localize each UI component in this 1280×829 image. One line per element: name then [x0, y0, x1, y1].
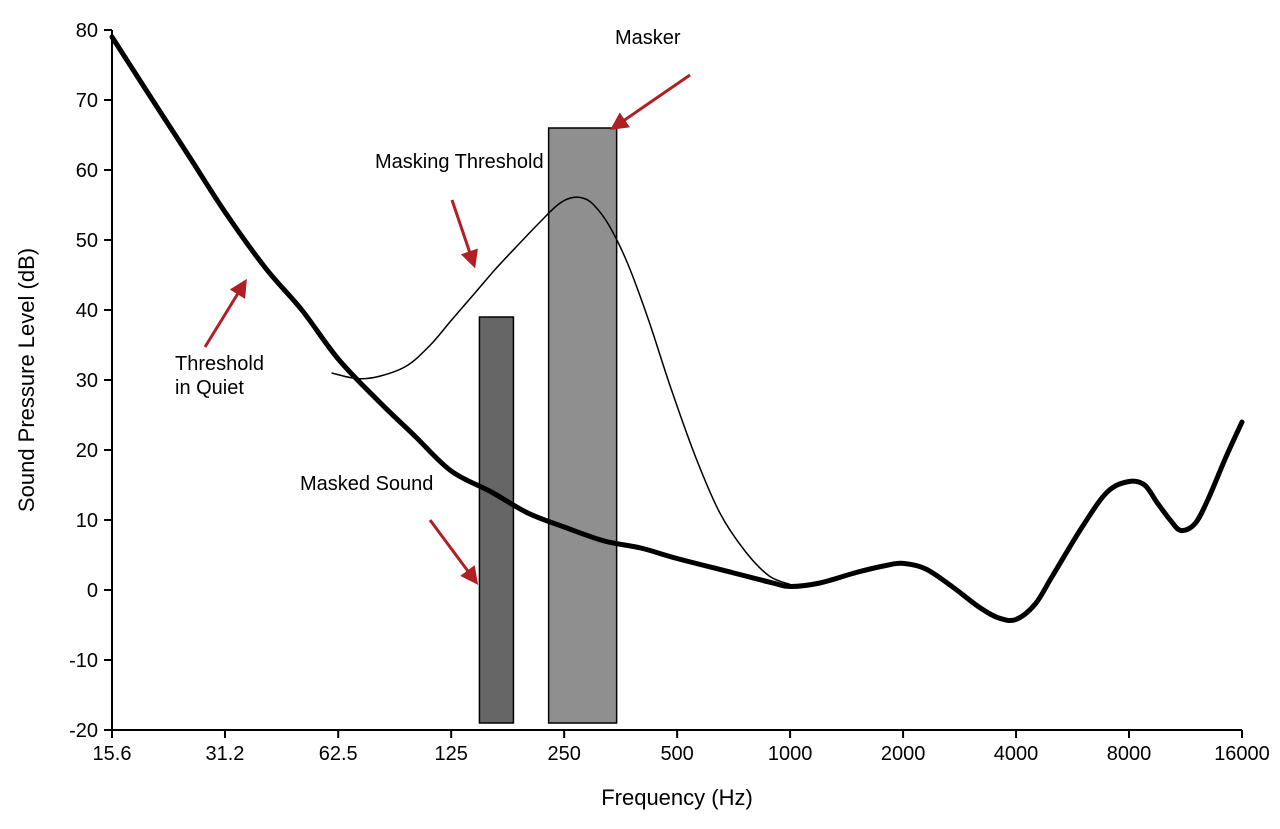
threshold_quiet_label: Threshold — [175, 353, 264, 375]
y-tick-label: 20 — [76, 440, 98, 462]
masker-bar — [549, 128, 617, 723]
x-tick-label: 250 — [547, 743, 580, 765]
x-tick-label: 2000 — [881, 743, 926, 765]
y-tick-label: 80 — [76, 20, 98, 42]
x-tick-label: 4000 — [994, 743, 1039, 765]
threshold-quiet-curve — [112, 37, 1242, 621]
y-tick-label: 30 — [76, 370, 98, 392]
threshold_quiet_label: in Quiet — [175, 377, 244, 399]
x-tick-label: 8000 — [1107, 743, 1152, 765]
masking_threshold_label: Masking Threshold — [375, 151, 544, 173]
x-tick-label: 500 — [660, 743, 693, 765]
x-tick-label: 125 — [434, 743, 467, 765]
masked_sound-bar — [479, 317, 513, 723]
y-tick-label: 50 — [76, 230, 98, 252]
masked_sound_label-arrow — [430, 520, 476, 582]
masker_label-arrow — [613, 75, 690, 128]
y-tick-label: 0 — [87, 580, 98, 602]
masking_threshold_label-arrow — [452, 200, 474, 265]
y-tick-label: 40 — [76, 300, 98, 322]
x-tick-label: 31.2 — [206, 743, 245, 765]
x-axis-label: Frequency (Hz) — [601, 785, 753, 810]
x-tick-label: 16000 — [1214, 743, 1270, 765]
y-tick-label: 70 — [76, 90, 98, 112]
y-tick-label: 10 — [76, 510, 98, 532]
y-tick-label: -20 — [69, 720, 98, 742]
x-tick-label: 62.5 — [319, 743, 358, 765]
y-tick-label: 60 — [76, 160, 98, 182]
x-tick-label: 15.6 — [93, 743, 132, 765]
x-tick-label: 1000 — [768, 743, 813, 765]
masker_label: Masker — [615, 27, 681, 49]
y-tick-label: -10 — [69, 650, 98, 672]
masked_sound_label: Masked Sound — [300, 473, 433, 495]
y-axis-label: Sound Pressure Level (dB) — [14, 248, 39, 512]
chart-svg: -20 -10 0 10 20 30 40 50 60 70 80 15.6 31.2 62.5 125 25… — [0, 0, 1280, 829]
masking-chart: -20 -10 0 10 20 30 40 50 60 70 80 15.6 31.2 62.5 125 25… — [0, 0, 1280, 829]
threshold_quiet_label-arrow — [205, 282, 245, 347]
